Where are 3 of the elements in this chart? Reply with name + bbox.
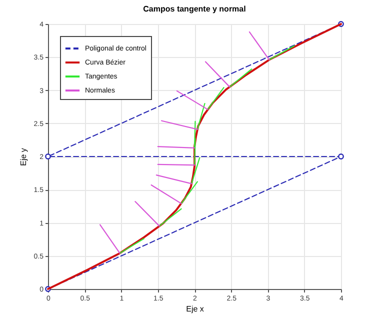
- y-axis-title: Eje y: [18, 148, 28, 166]
- chart-title: Campos tangente y normal: [143, 4, 246, 14]
- x-axis-title: Eje x: [186, 304, 204, 314]
